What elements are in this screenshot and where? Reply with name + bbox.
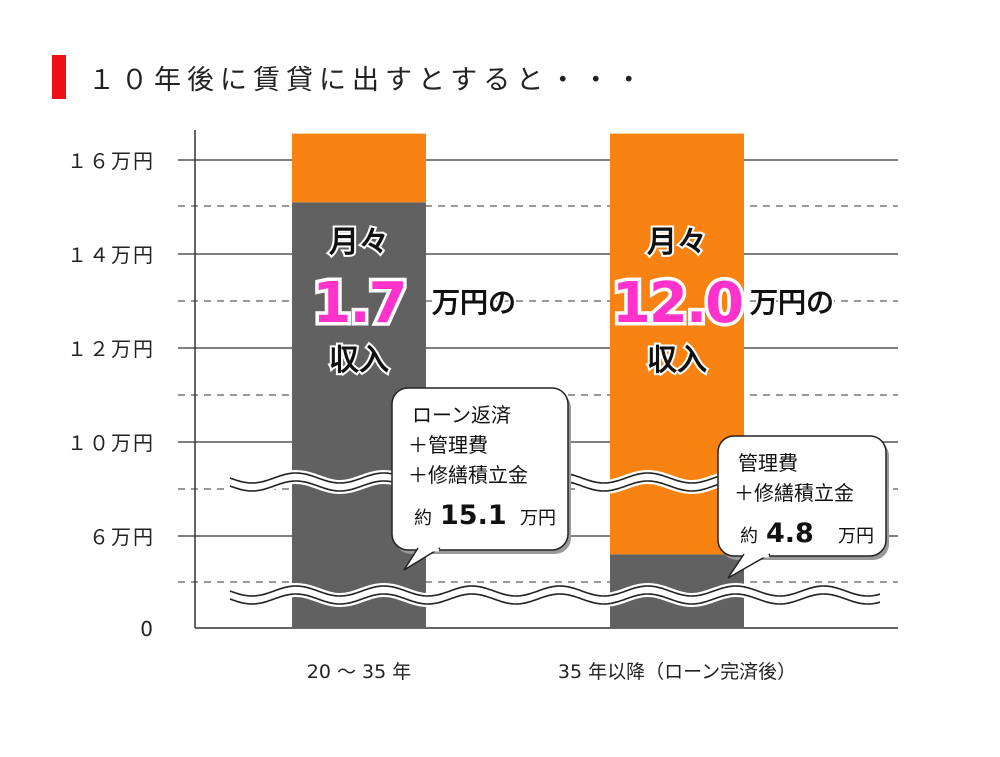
title-accent-bar	[52, 55, 66, 99]
income-suffix: 収入	[329, 343, 389, 378]
callout-line: ローン返済	[412, 403, 511, 427]
y-tick-label: １０万円	[67, 431, 155, 455]
callout-tail	[727, 553, 771, 579]
y-tick-label: １６万円	[67, 149, 155, 173]
y-tick-label: １２万円	[67, 337, 155, 361]
callout-line: ＋修繕積立金	[734, 481, 854, 505]
axis-break-line	[229, 593, 881, 605]
income-prefix: 月々	[329, 225, 389, 260]
axis-break-gap	[227, 583, 882, 608]
callout-prefix: 約	[414, 508, 432, 529]
callout-line: ＋管理費	[408, 433, 488, 457]
income-suffix: 収入	[647, 343, 707, 378]
x-category-label: 20 ～ 35 年	[307, 661, 411, 683]
callout-line: 管理費	[738, 451, 798, 475]
callout-tail	[403, 547, 441, 571]
callout-prefix: 約	[740, 526, 758, 547]
bar-segment-income	[292, 133, 426, 203]
page-title: １０年後に賃貸に出すとすると・・・	[88, 65, 649, 96]
callout-value: 4.8	[766, 518, 814, 549]
axis-break-line	[229, 585, 881, 597]
callout-unit: 万円	[838, 526, 874, 547]
y-tick-label: ６万円	[89, 525, 155, 549]
x-category-label: 35 年以降（ローン完済後）	[558, 661, 796, 683]
y-tick-label: １４万円	[67, 243, 155, 267]
income-unit: 万円の	[432, 286, 516, 319]
income-value: 12.0	[612, 271, 742, 336]
callout-box	[391, 387, 569, 551]
income-unit: 万円の	[750, 286, 834, 319]
y-tick-label: 0	[140, 617, 155, 641]
income-prefix: 月々	[647, 225, 707, 260]
income-value: 1.7	[312, 271, 405, 336]
callout-unit: 万円	[520, 508, 556, 529]
callout-box	[717, 435, 887, 557]
callout-line: ＋修繕積立金	[408, 463, 528, 487]
callout-value: 15.1	[440, 500, 507, 531]
